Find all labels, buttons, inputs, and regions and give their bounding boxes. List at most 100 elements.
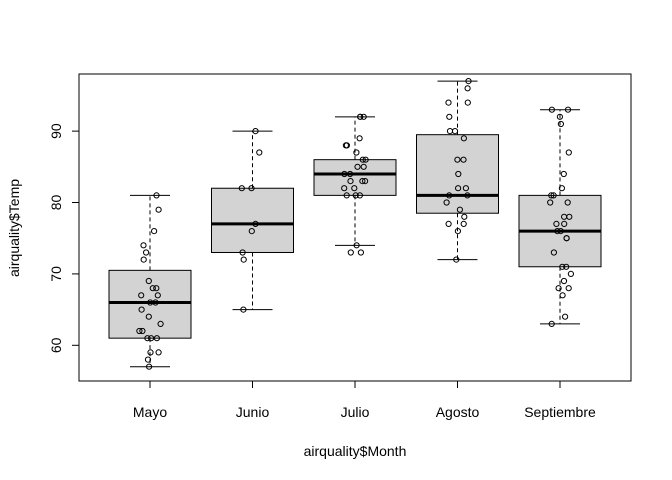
- data-point: [240, 256, 247, 263]
- data-point: [248, 228, 255, 235]
- data-point: [347, 170, 354, 178]
- box-junio: [211, 187, 294, 253]
- data-point: [445, 99, 452, 106]
- data-point: [456, 206, 463, 213]
- data-point: [356, 192, 363, 199]
- data-point: [146, 363, 153, 370]
- data-point: [147, 349, 154, 356]
- data-point: [555, 285, 562, 292]
- data-point: [157, 320, 164, 327]
- data-point: [148, 335, 155, 342]
- data-point: [561, 213, 568, 220]
- data-point: [548, 106, 556, 113]
- y-tick-label: 60: [48, 337, 64, 353]
- data-point: [145, 313, 152, 320]
- data-point: [342, 142, 349, 149]
- data-point: [548, 192, 555, 199]
- data-point: [256, 149, 263, 156]
- data-point: [567, 270, 575, 277]
- data-point: [446, 113, 453, 120]
- data-point: [360, 113, 367, 120]
- data-point: [354, 163, 361, 170]
- data-point: [561, 220, 568, 227]
- data-point: [155, 349, 162, 356]
- data-point: [564, 199, 571, 206]
- data-point: [149, 285, 156, 292]
- data-point: [446, 128, 454, 135]
- data-point: [151, 228, 158, 235]
- data-point: [454, 228, 461, 235]
- data-point: [560, 170, 567, 178]
- data-point: [557, 228, 564, 235]
- data-point: [353, 242, 360, 249]
- data-point: [357, 113, 364, 120]
- data-point: [341, 185, 348, 192]
- data-point: [144, 356, 152, 363]
- data-point: [248, 185, 255, 192]
- y-tick-label: 70: [48, 266, 64, 282]
- data-point: [547, 199, 554, 206]
- data-point: [252, 128, 259, 135]
- y-tick-label: 80: [48, 195, 64, 211]
- y-axis-title: airquality$Temp: [6, 179, 22, 277]
- data-point: [445, 220, 452, 227]
- data-point: [362, 156, 369, 163]
- data-point: [564, 106, 572, 113]
- data-point: [560, 277, 568, 285]
- x-tick-label: Septiembre: [524, 404, 596, 420]
- data-point: [360, 163, 367, 170]
- data-point: [465, 78, 472, 85]
- data-point: [460, 220, 467, 227]
- box-mayo: [108, 269, 192, 339]
- data-point: [461, 213, 468, 220]
- data-point: [562, 313, 569, 320]
- x-tick-label: Junio: [236, 404, 270, 420]
- data-point: [147, 299, 154, 306]
- data-point: [154, 292, 161, 299]
- data-point: [155, 206, 162, 213]
- box-agosto: [416, 134, 499, 214]
- data-point: [565, 149, 572, 156]
- data-point: [347, 249, 354, 256]
- data-point: [464, 99, 471, 106]
- data-point: [240, 306, 247, 313]
- x-tick-label: Agosto: [436, 404, 480, 420]
- data-point: [554, 228, 561, 235]
- data-point: [557, 120, 565, 128]
- data-point: [565, 285, 572, 292]
- data-point: [238, 185, 245, 192]
- data-point: [138, 306, 145, 313]
- data-point: [139, 327, 146, 335]
- data-point: [351, 185, 358, 192]
- x-tick-label: Julio: [341, 404, 370, 420]
- data-point: [153, 335, 160, 342]
- data-point: [356, 135, 363, 142]
- data-point: [347, 178, 354, 185]
- x-tick-label: Mayo: [133, 404, 167, 420]
- data-point: [460, 135, 467, 142]
- data-point: [359, 156, 366, 163]
- data-point: [143, 249, 150, 256]
- data-point: [556, 113, 564, 120]
- y-tick-label: 90: [48, 123, 64, 139]
- data-point: [462, 185, 469, 192]
- x-axis-title: airquality$Month: [304, 443, 407, 459]
- data-point: [140, 256, 147, 263]
- data-point: [343, 192, 350, 199]
- data-point: [553, 220, 560, 227]
- data-point: [455, 170, 462, 178]
- data-point: [563, 263, 570, 270]
- data-point: [550, 249, 558, 256]
- data-point: [136, 327, 143, 335]
- data-point: [362, 178, 369, 185]
- data-point: [451, 128, 459, 135]
- data-point: [359, 178, 366, 185]
- data-point: [559, 292, 566, 299]
- data-point: [153, 192, 160, 199]
- data-point: [443, 199, 450, 206]
- data-point: [454, 156, 461, 163]
- data-point: [548, 320, 555, 327]
- data-point: [558, 185, 566, 192]
- data-point: [455, 185, 462, 192]
